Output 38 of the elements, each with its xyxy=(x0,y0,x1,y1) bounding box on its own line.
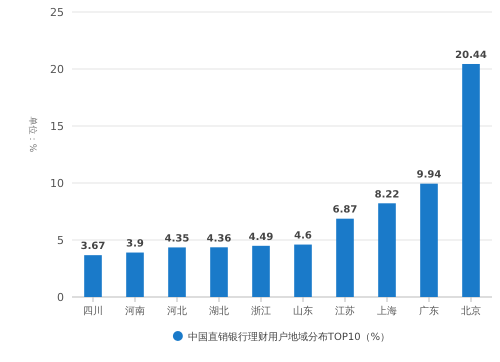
data-label: 4.36 xyxy=(206,233,232,244)
y-tick-label: 20 xyxy=(50,63,64,76)
y-axis-title: 单位：% xyxy=(27,116,38,153)
x-tick-label: 河南 xyxy=(125,305,145,317)
data-label: 4.49 xyxy=(248,232,274,243)
data-label: 6.87 xyxy=(332,204,358,216)
x-tick-label: 北京 xyxy=(461,305,481,317)
x-tick-label: 山东 xyxy=(293,305,313,317)
bar xyxy=(294,244,312,297)
y-tick-label: 10 xyxy=(50,177,64,190)
x-tick-label: 四川 xyxy=(83,305,103,317)
x-tick-label: 江苏 xyxy=(335,305,355,317)
data-label: 3.67 xyxy=(80,241,106,252)
bar xyxy=(126,252,144,297)
data-label: 20.44 xyxy=(455,50,487,61)
data-label: 9.94 xyxy=(416,170,442,181)
data-label: 8.22 xyxy=(374,189,400,200)
bar xyxy=(378,203,396,297)
data-label: 3.9 xyxy=(126,238,144,250)
bar xyxy=(252,246,270,297)
y-tick-label: 0 xyxy=(57,291,64,304)
x-tick-label: 上海 xyxy=(377,305,397,317)
x-tick-label: 广东 xyxy=(419,305,439,317)
bar xyxy=(168,247,186,297)
x-tick-label: 浙江 xyxy=(251,305,271,317)
bar xyxy=(336,218,354,297)
bar xyxy=(210,247,228,297)
x-tick-label: 湖北 xyxy=(209,305,229,317)
legend-label: 中国直销银行理财用户地域分布TOP10（%） xyxy=(188,331,390,343)
x-tick-label: 河北 xyxy=(167,305,187,317)
y-tick-label: 15 xyxy=(50,120,64,133)
y-tick-label: 5 xyxy=(57,234,64,247)
bar xyxy=(84,255,102,297)
bar xyxy=(420,184,438,297)
y-tick-label: 25 xyxy=(50,6,64,19)
data-label: 4.35 xyxy=(164,233,190,244)
bar xyxy=(462,64,480,297)
data-label: 4.6 xyxy=(294,230,312,242)
